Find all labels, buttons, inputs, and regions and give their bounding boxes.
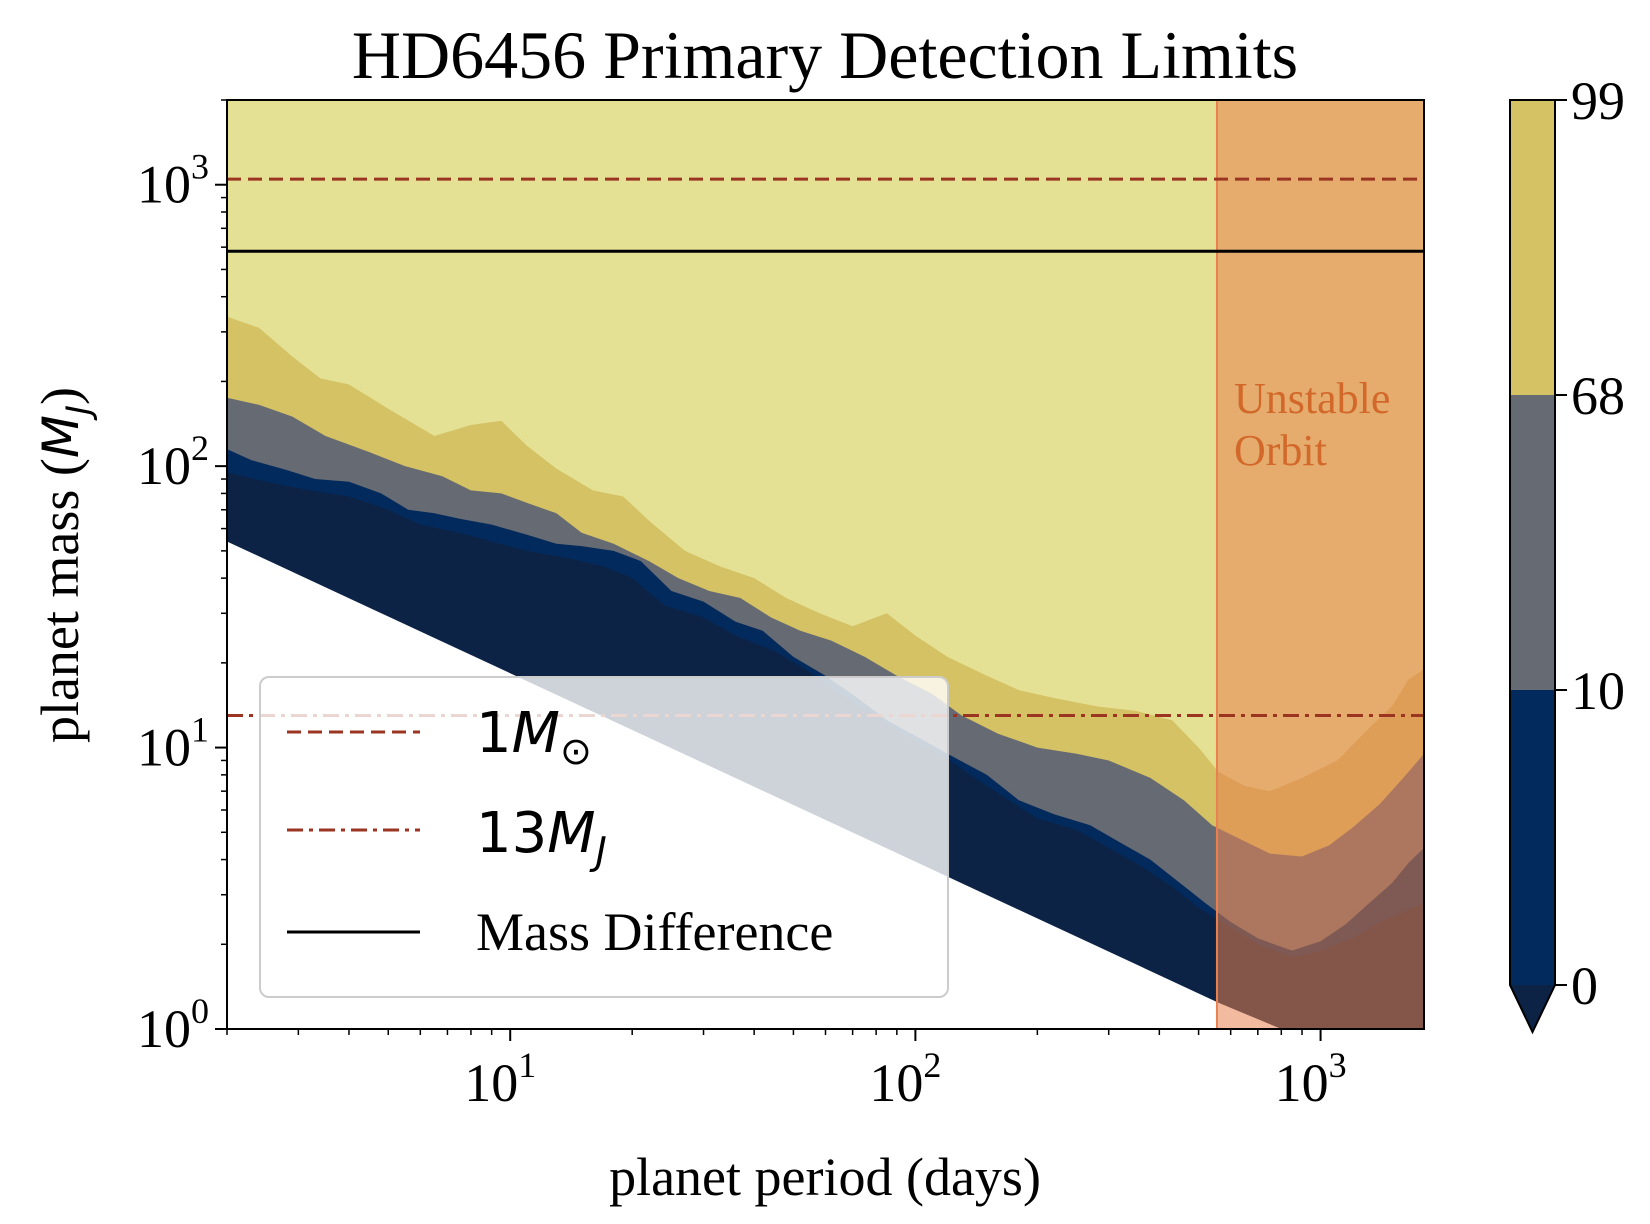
y-tick-label-0: 100 xyxy=(137,991,209,1059)
unstable-label: Unstable Orbit xyxy=(1234,374,1401,475)
colorbar-segment-0-10 xyxy=(1510,690,1555,985)
colorbar: 0 10 68 99 xyxy=(1509,71,1625,1035)
y-tick-label-exp-3: 3 xyxy=(191,147,209,187)
x-tick-label-exp-1: 2 xyxy=(923,1045,941,1085)
colorbar-ticks: 0 10 68 99 xyxy=(1555,71,1625,1016)
legend-label-13-jupiter-mass: 13MJ xyxy=(476,801,607,873)
legend-label-1-solar-mass-symbol: M xyxy=(512,701,560,766)
colorbar-extend-triangle xyxy=(1510,985,1555,1032)
y-tick-label-3: 103 xyxy=(137,147,209,215)
legend-label-13-jupiter-mass-symbol: M xyxy=(547,801,595,866)
y-tick-label-1: 101 xyxy=(137,710,209,778)
legend-box xyxy=(259,676,949,998)
legend-label-13-jupiter-mass-main: 13 xyxy=(476,801,547,866)
x-tick-label-1: 102 xyxy=(869,1045,941,1113)
y-tick-label-2: 102 xyxy=(137,428,209,496)
colorbar-label-3: 99 xyxy=(1571,71,1625,131)
y-axis-label-symbol: M xyxy=(32,415,90,458)
chart-title: HD6456 Primary Detection Limits xyxy=(352,17,1298,93)
colorbar-segment-68-99 xyxy=(1510,100,1555,395)
y-tick-label-base-3: 10 xyxy=(137,155,191,215)
x-axis-ticks: 101 102 103 xyxy=(226,1029,1347,1113)
colorbar-frame xyxy=(1509,99,1556,1035)
legend: 1M⊙ 13MJ Mass Difference xyxy=(259,676,949,998)
colorbar-label-0: 0 xyxy=(1571,956,1598,1016)
legend-label-1-solar-mass-main: 1 xyxy=(476,701,512,766)
svg-text:planet mass (MJ): planet mass (MJ) xyxy=(30,387,99,743)
x-tick-label-base-0: 10 xyxy=(464,1053,518,1113)
y-tick-label-base-0: 10 xyxy=(137,999,191,1059)
x-tick-label-exp-2: 3 xyxy=(1329,1045,1347,1085)
legend-label-mass-difference: Mass Difference xyxy=(476,902,833,962)
x-axis-label: planet period (days) xyxy=(609,1147,1041,1207)
legend-label-1-solar-mass-sub: ⊙ xyxy=(560,729,592,773)
colorbar-segment-10-68 xyxy=(1510,395,1555,690)
x-tick-label-exp-0: 1 xyxy=(518,1045,536,1085)
y-axis-label-close: ) xyxy=(30,387,90,405)
y-tick-label-base-1: 10 xyxy=(137,718,191,778)
y-tick-label-exp-0: 0 xyxy=(191,991,209,1031)
y-axis-label-text: planet mass ( xyxy=(30,458,90,743)
unstable-label-line2: Orbit xyxy=(1234,426,1327,475)
legend-label-1-solar-mass: 1M⊙ xyxy=(476,701,592,773)
unstable-orbit-region xyxy=(1215,100,1424,1029)
x-tick-label-base-2: 10 xyxy=(1275,1053,1329,1113)
y-tick-label-exp-2: 2 xyxy=(191,428,209,468)
x-tick-label-2: 103 xyxy=(1275,1045,1347,1113)
x-tick-label-0: 101 xyxy=(464,1045,536,1113)
colorbar-label-2: 68 xyxy=(1571,366,1625,426)
x-tick-label-base-1: 10 xyxy=(869,1053,923,1113)
y-tick-label-base-2: 10 xyxy=(137,436,191,496)
unstable-label-line1: Unstable xyxy=(1234,374,1390,423)
y-axis-label: planet mass (MJ) xyxy=(30,387,99,743)
colorbar-label-1: 10 xyxy=(1571,661,1625,721)
y-tick-label-exp-1: 1 xyxy=(191,710,209,750)
